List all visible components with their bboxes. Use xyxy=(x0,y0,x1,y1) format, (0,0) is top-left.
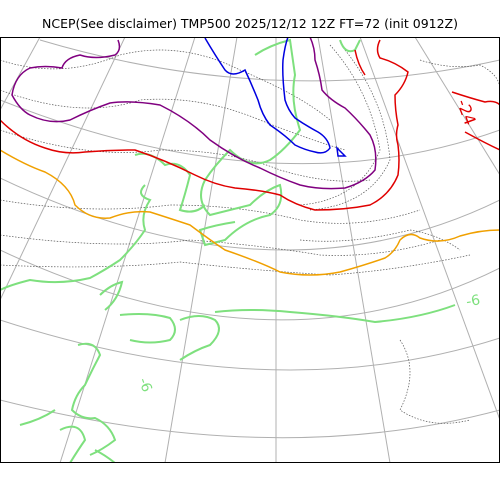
meridian-line xyxy=(414,37,500,176)
contour-line xyxy=(354,49,366,76)
contour-line xyxy=(11,37,377,190)
meridian-line xyxy=(0,37,41,111)
contour-line xyxy=(0,184,152,291)
contour-line xyxy=(0,39,409,211)
contour-red-layer xyxy=(0,39,500,211)
contour-line xyxy=(59,425,87,463)
contour-line xyxy=(339,39,361,53)
contour-purple-layer xyxy=(11,37,377,190)
contour-line xyxy=(464,131,500,151)
contour-green-layer xyxy=(0,38,456,463)
contour-line xyxy=(19,409,56,426)
meridian-line xyxy=(359,37,500,421)
contour-line xyxy=(134,152,206,213)
coastline-layer xyxy=(0,44,500,424)
contour-label: -24 xyxy=(453,97,480,128)
meridian-line xyxy=(317,37,391,463)
coastline xyxy=(299,44,381,206)
coastline xyxy=(0,129,371,182)
contour-label-group: -24 -6 -6 xyxy=(135,97,482,395)
map-title: NCEP(See disclaimer) TMP500 2025/12/12 1… xyxy=(41,16,458,31)
coastline xyxy=(299,229,461,251)
coastline xyxy=(0,49,331,121)
contour-orange xyxy=(0,149,500,276)
contour-line xyxy=(94,449,116,463)
parallel-line xyxy=(0,399,500,439)
parallel-line xyxy=(0,99,500,165)
parallel-line xyxy=(0,177,500,251)
contour-line xyxy=(335,145,347,157)
coastline xyxy=(0,254,471,276)
contour-line xyxy=(198,38,302,247)
parallel-line xyxy=(0,319,500,371)
coastline xyxy=(0,199,421,224)
coastline xyxy=(419,59,500,91)
contour-line xyxy=(119,313,176,344)
contour-blue-layer xyxy=(204,37,347,157)
graticule-meridians xyxy=(0,37,500,463)
contour-line xyxy=(451,91,500,106)
meridian-line xyxy=(59,37,196,463)
contour-label: -6 xyxy=(465,292,482,310)
contour-line xyxy=(99,280,124,311)
coastline xyxy=(399,339,471,424)
coastline xyxy=(0,234,441,256)
contour-line xyxy=(179,315,220,361)
coastline xyxy=(309,49,391,211)
meridian-line xyxy=(0,37,126,301)
contour-line xyxy=(214,304,456,324)
contour-line xyxy=(204,37,331,154)
coastline xyxy=(0,89,346,151)
contour-label: -6 xyxy=(135,376,155,395)
contour-line xyxy=(70,342,117,456)
